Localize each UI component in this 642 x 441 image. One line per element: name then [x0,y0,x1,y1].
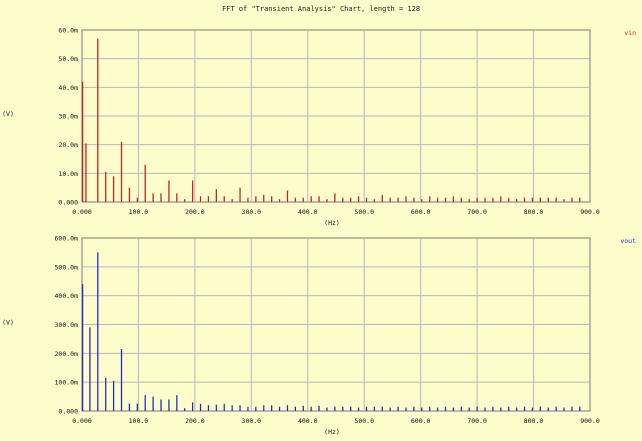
y-tick-label: 10.0m [58,170,78,178]
y-tick-label: 0.000 [58,408,78,416]
y-tick-label: 500.0m [55,263,79,271]
y-tick-label: 0.000 [58,199,78,207]
x-axis-label: (Hz) [324,428,340,436]
x-tick-label: 100.0 [129,208,149,216]
y-tick-label: 300.0m [55,321,79,329]
y-axis-label: (V) [2,319,14,327]
y-axis-label: (V) [2,110,14,118]
y-tick-label: 60.0m [58,27,78,35]
x-tick-label: 300.0 [242,208,262,216]
y-tick-label: 30.0m [58,113,78,121]
y-tick-label: 600.0m [55,235,79,243]
x-tick-label: 500.0 [354,208,374,216]
x-tick-label: 600.0 [411,417,431,425]
y-tick-label: 20.0m [58,141,78,149]
x-tick-label: 100.0 [129,417,149,425]
y-tick-label: 100.0m [55,379,79,387]
x-axis-label: (Hz) [324,219,340,227]
x-tick-label: 300.0 [242,417,262,425]
x-tick-label: 700.0 [467,417,487,425]
x-tick-label: 500.0 [354,417,374,425]
y-tick-label: 50.0m [58,55,78,63]
legend-label-vout: vout [620,237,636,245]
x-tick-label: 800.0 [524,417,544,425]
x-tick-label: 700.0 [467,208,487,216]
chart-panel-1: 0.000 100.0 200.0 300.0 400.0 500.0 600.0 700.0… [2,27,636,228]
x-tick-label: 900.0 [580,417,600,425]
x-tick-label: 800.0 [524,208,544,216]
x-tick-label: 0.000 [72,417,92,425]
x-tick-label: 200.0 [185,417,205,425]
x-tick-label: 400.0 [298,417,318,425]
chart-panel-2: 0.000 100.0 200.0 300.0 400.0 500.0 600.0 700.0… [2,235,636,437]
chart-panels: 0.000 100.0 200.0 300.0 400.0 500.0 600.0 700.0… [2,27,636,437]
y-tick-label: 200.0m [55,350,79,358]
x-tick-label: 0.000 [72,208,92,216]
x-tick-label: 600.0 [411,208,431,216]
x-tick-label: 400.0 [298,208,318,216]
y-tick-label: 400.0m [55,292,79,300]
legend-label-vin: vin [624,29,636,37]
x-tick-label: 900.0 [580,208,600,216]
y-tick-label: 40.0m [58,84,78,92]
chart-title: FFT of "Transient Analysis" Chart, lengt… [222,5,420,13]
x-tick-label: 200.0 [185,208,205,216]
